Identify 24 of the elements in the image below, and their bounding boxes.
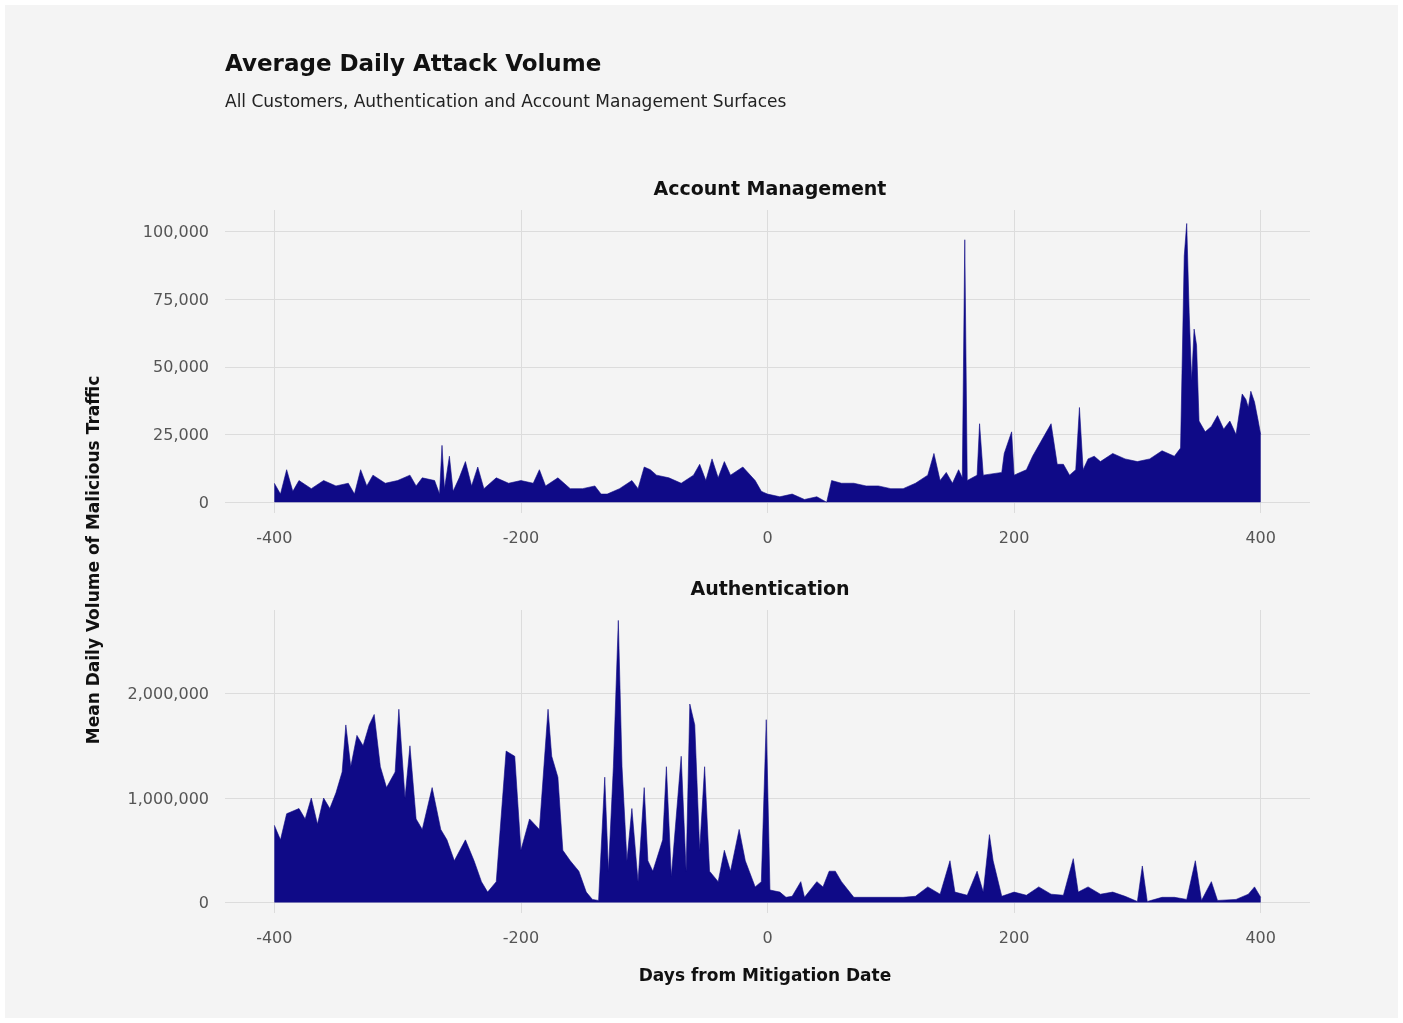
- x-tick-label: 200: [998, 927, 1030, 947]
- y-tick-label: 2,000,000: [127, 684, 209, 704]
- y-tick-label: 100,000: [142, 222, 209, 242]
- x-tick-label: 400: [1245, 927, 1276, 947]
- x-tick-label: 0: [762, 927, 773, 947]
- chart-title: Authentication: [690, 576, 850, 599]
- chart-title: Account Management: [653, 176, 887, 199]
- x-tick-label: 0: [762, 527, 773, 547]
- x-tick-label: 200: [998, 527, 1030, 547]
- y-axis-title: Mean Daily Volume of Malicious Traffic: [83, 375, 103, 745]
- y-tick-label: 25,000: [153, 425, 209, 445]
- y-tick-label: 1,000,000: [127, 788, 209, 808]
- text: All Customers, Authentication and Account Management Surfaces: [225, 91, 787, 111]
- y-tick-label: 50,000: [153, 357, 209, 377]
- y-tick-label: 75,000: [153, 289, 209, 309]
- y-tick-label: 0: [198, 492, 209, 512]
- y-tick-label: 0: [198, 893, 209, 913]
- x-tick-label: 400: [1245, 527, 1276, 547]
- x-tick-label: -400: [256, 527, 293, 547]
- x-tick-label: -200: [502, 527, 540, 547]
- text: Average Daily Attack Volume: [225, 50, 602, 76]
- x-axis-title: Days from Mitigation Date: [638, 965, 892, 985]
- x-tick-label: -400: [256, 927, 293, 947]
- x-tick-label: -200: [502, 927, 540, 947]
